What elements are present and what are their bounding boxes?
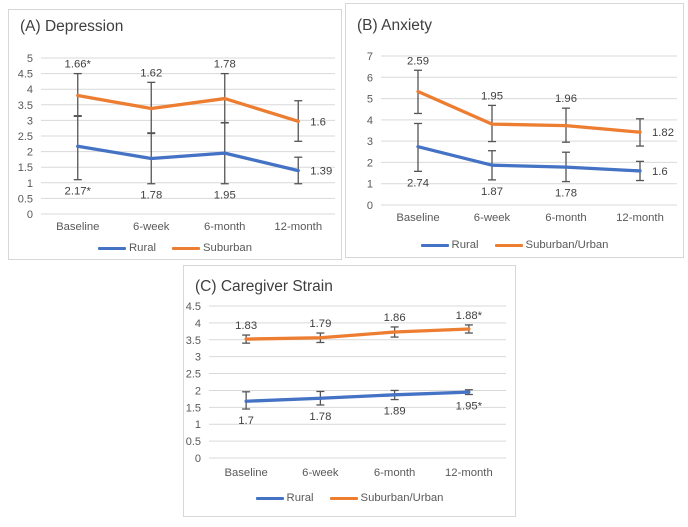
svg-text:0.5: 0.5 (18, 193, 33, 205)
svg-text:1.95: 1.95 (214, 190, 236, 202)
svg-text:1.5: 1.5 (18, 162, 33, 174)
svg-text:3.5: 3.5 (186, 335, 201, 347)
svg-text:1: 1 (27, 178, 33, 190)
svg-text:3: 3 (195, 352, 201, 364)
svg-text:6-week: 6-week (133, 221, 170, 233)
legend-entry-suburban-urban: Suburban/Urban (494, 239, 609, 251)
rural-line-swatch (98, 246, 126, 251)
suburban-line-swatch (172, 246, 200, 251)
suburban-legend-label: Suburban (203, 242, 252, 254)
suburban-urban-legend-label: Suburban/Urban (360, 492, 444, 504)
svg-text:1.7: 1.7 (238, 415, 254, 427)
panel-anxiety: (B) Anxiety 7 6 5 4 3 2 1 0 Baseline 6-week 6-mont… (345, 3, 684, 258)
svg-text:2: 2 (27, 147, 33, 159)
svg-text:2.74: 2.74 (407, 177, 429, 189)
depression-line-chart: 5 4.5 4 3.5 3 2.5 2 1.5 1 0.5 0 Baseline 6-week 6-mon… (18, 53, 335, 233)
legend-entry-suburban: Suburban (172, 242, 252, 254)
svg-text:1.88*: 1.88* (456, 310, 483, 322)
rural-line-swatch (420, 243, 449, 248)
legend-entry-rural: Rural (255, 492, 314, 504)
svg-text:4.5: 4.5 (186, 301, 201, 313)
rural-legend-label: Rural (286, 492, 314, 504)
svg-text:1.95: 1.95 (481, 90, 503, 102)
svg-text:3.5: 3.5 (18, 100, 33, 112)
panel-depression-title: (A) Depression (20, 18, 124, 35)
svg-text:1.87: 1.87 (481, 186, 503, 198)
rural-legend-label: Rural (451, 239, 479, 251)
svg-text:1.79: 1.79 (309, 318, 331, 330)
svg-text:0: 0 (195, 453, 201, 465)
svg-text:2.5: 2.5 (186, 369, 201, 381)
svg-text:3: 3 (367, 136, 373, 148)
svg-text:1.78: 1.78 (140, 190, 162, 202)
suburban-urban-line-swatch (329, 496, 358, 501)
svg-text:0: 0 (27, 209, 33, 221)
suburban-urban-legend-label: Suburban/Urban (525, 239, 609, 251)
svg-text:6-week: 6-week (302, 467, 339, 479)
svg-text:6-month: 6-month (204, 221, 245, 233)
svg-text:1.5: 1.5 (186, 402, 201, 414)
anxiety-line-chart: 7 6 5 4 3 2 1 0 Baseline 6-week 6-month 12-month 2.7… (367, 51, 677, 224)
svg-text:1.82: 1.82 (652, 127, 674, 139)
panel-caregiver-strain: (C) Caregiver Strain 4.5 4 3.5 3 2.5 2 1.5 1 0.5… (183, 265, 516, 517)
svg-text:Baseline: Baseline (56, 221, 99, 233)
legend-entry-rural: Rural (420, 239, 479, 251)
svg-text:Baseline: Baseline (396, 212, 439, 224)
svg-text:1.62: 1.62 (140, 67, 162, 79)
svg-text:2: 2 (367, 157, 373, 169)
svg-text:6: 6 (367, 72, 373, 84)
svg-text:1.6: 1.6 (652, 166, 668, 178)
rural-legend-label: Rural (129, 242, 156, 254)
panel-caregiver-strain-title: (C) Caregiver Strain (195, 278, 333, 295)
svg-text:1.78: 1.78 (309, 411, 331, 423)
svg-text:4: 4 (27, 84, 33, 96)
svg-text:1.96: 1.96 (555, 93, 577, 105)
svg-text:3: 3 (27, 115, 33, 127)
svg-text:6-month: 6-month (545, 212, 586, 224)
svg-text:6-month: 6-month (374, 467, 415, 479)
svg-text:1.6: 1.6 (310, 116, 326, 128)
svg-text:0: 0 (367, 200, 373, 212)
svg-text:4.5: 4.5 (18, 69, 33, 81)
legend-entry-suburban-urban: Suburban/Urban (329, 492, 444, 504)
depression-legend: Rural Suburban (9, 242, 341, 254)
svg-text:1.39: 1.39 (310, 166, 332, 178)
svg-text:2: 2 (195, 385, 201, 397)
svg-text:2.59: 2.59 (407, 55, 429, 67)
svg-text:1.89: 1.89 (384, 406, 406, 418)
svg-text:2.5: 2.5 (18, 131, 33, 143)
svg-text:4: 4 (195, 318, 201, 330)
svg-text:12-month: 12-month (274, 221, 322, 233)
svg-text:1: 1 (195, 419, 201, 431)
svg-text:1.78: 1.78 (214, 59, 236, 71)
svg-text:5: 5 (27, 53, 33, 65)
svg-text:6-week: 6-week (474, 212, 511, 224)
svg-text:7: 7 (367, 51, 373, 63)
rural-line-swatch (255, 496, 284, 501)
panel-depression: (A) Depression 5 4.5 4 3.5 3 2.5 2 1.5 1 0.5 0 Base… (8, 9, 342, 260)
svg-text:1.83: 1.83 (235, 320, 257, 332)
svg-text:1.86: 1.86 (384, 312, 406, 324)
svg-text:1.78: 1.78 (555, 188, 577, 200)
svg-text:4: 4 (367, 115, 373, 127)
anxiety-legend: Rural Suburban/Urban (346, 239, 683, 251)
caregiver-strain-legend: Rural Suburban/Urban (184, 492, 515, 504)
svg-text:1.66*: 1.66* (65, 59, 92, 71)
svg-text:5: 5 (367, 94, 373, 106)
svg-text:Baseline: Baseline (224, 467, 267, 479)
caregiver-strain-line-chart: 4.5 4 3.5 3 2.5 2 1.5 1 0.5 0 Baseline 6-week 6-mont… (186, 301, 506, 479)
svg-text:1.95*: 1.95* (456, 400, 483, 412)
svg-text:0.5: 0.5 (186, 436, 201, 448)
svg-text:12-month: 12-month (445, 467, 493, 479)
panel-anxiety-title: (B) Anxiety (357, 17, 432, 34)
svg-text:2.17*: 2.17* (65, 186, 92, 198)
svg-text:12-month: 12-month (616, 212, 664, 224)
legend-entry-rural: Rural (98, 242, 156, 254)
svg-text:1: 1 (367, 179, 373, 191)
suburban-urban-line-swatch (494, 243, 523, 248)
